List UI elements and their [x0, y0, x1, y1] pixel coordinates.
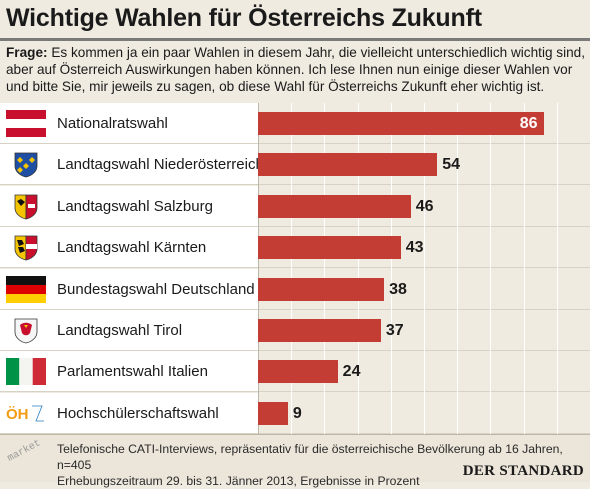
gridline: [556, 103, 558, 434]
germany-flag-icon: [6, 275, 46, 303]
institute-logo: market: [6, 438, 43, 465]
gridline: [390, 103, 392, 434]
gridline: [324, 103, 326, 434]
svg-text:ÖH: ÖH: [6, 406, 29, 423]
source-line-1: Telefonische CATI-Interviews, repräsenta…: [57, 442, 563, 472]
question: Frage: Es kommen ja ein paar Wahlen in d…: [6, 44, 586, 95]
chart-row: Nationalratswahl 86: [0, 103, 590, 144]
data-label: 46: [415, 197, 434, 215]
salzburg-coat-of-arms-icon: [6, 193, 46, 220]
category-label: Parlamentswahl Italien: [57, 363, 208, 381]
bar: [258, 112, 544, 135]
data-label: 37: [385, 322, 404, 339]
bar: [258, 319, 381, 342]
question-label: Frage:: [6, 45, 48, 60]
gridline: [424, 103, 425, 434]
gridline: [490, 103, 492, 434]
category-label: Landtagswahl Salzburg: [57, 197, 213, 215]
chart-row: Landtagswahl Tirol 37: [0, 310, 590, 351]
gridline: [357, 103, 359, 434]
chart-row: Bundestagswahl Deutschland 38: [0, 268, 590, 310]
chart-row: Parlamentswahl Italien 24: [0, 351, 590, 393]
category-label: Bundestagswahl Deutschland: [57, 280, 255, 298]
bar: [258, 236, 401, 260]
category-label: Hochschülerschaftswahl: [57, 404, 219, 422]
data-label: 43: [405, 239, 424, 257]
page-title: Wichtige Wahlen für Österreichs Zukunft: [6, 4, 482, 32]
bar: [258, 401, 288, 425]
gridline: [291, 103, 293, 434]
chart-row: ÖH Hochschülerschaftswahl 9: [0, 392, 590, 434]
row-label-background: [0, 185, 258, 227]
category-label: Landtagswahl Tirol: [57, 322, 183, 339]
gridline: [457, 103, 459, 434]
bar: [258, 194, 411, 218]
brand-logo: DER STANDARD: [462, 463, 584, 479]
carinthia-coat-of-arms-icon: [6, 234, 46, 261]
axis-line: [258, 103, 259, 434]
gridline: [523, 103, 525, 434]
italy-flag-icon: [6, 358, 46, 386]
data-label: 38: [389, 280, 407, 298]
bar: [258, 153, 438, 177]
data-label: 9: [292, 404, 302, 422]
category-label: Landtagswahl Kärnten: [57, 239, 207, 257]
category-label: Nationalratswahl: [57, 115, 168, 132]
lower-austria-coat-of-arms-icon: [6, 151, 46, 178]
row-label-background: [0, 227, 258, 269]
tyrol-coat-of-arms-icon: [6, 317, 46, 344]
oeh-logo-icon: ÖH: [6, 400, 46, 427]
data-label: 54: [442, 156, 461, 174]
row-label-background: [0, 310, 258, 351]
bar: [258, 360, 338, 384]
footer: market Telefonische CATI-Interviews, rep…: [0, 434, 590, 488]
austria-flag-icon: [6, 110, 46, 137]
chart-row: Landtagswahl Kärnten 43: [0, 227, 590, 269]
chart-row: Landtagswahl Salzburg 46: [0, 185, 590, 227]
row-label-background: [0, 392, 258, 434]
data-label: 86: [519, 115, 538, 132]
title-rule: [0, 38, 590, 41]
category-label: Landtagswahl Niederösterreich: [57, 156, 264, 174]
question-text: Es kommen ja ein paar Wahlen in diesem J…: [6, 45, 586, 94]
data-label: 24: [342, 363, 361, 381]
chart-row: Landtagswahl Niederösterreich 54: [0, 144, 590, 186]
bar: [258, 277, 385, 301]
row-label-background: [0, 144, 258, 186]
